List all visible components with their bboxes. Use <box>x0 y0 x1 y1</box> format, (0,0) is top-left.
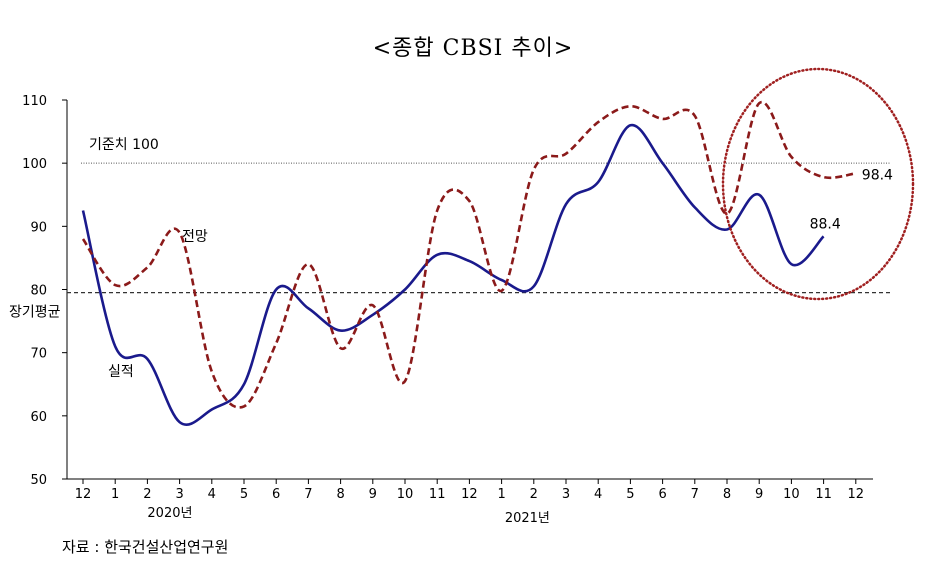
x-tick-label: 2 <box>143 487 151 502</box>
y-tick-label: 60 <box>30 410 47 425</box>
y-tick-label: 80 <box>30 284 47 299</box>
reference-label-average: 장기평균 <box>9 305 61 321</box>
x-tick-label: 7 <box>691 487 699 502</box>
x-tick-label: 3 <box>562 487 570 502</box>
year-label-2021: 2021년 <box>505 511 550 526</box>
data-label-forecast-last: 98.4 <box>862 167 893 183</box>
x-tick-label: 12 <box>75 487 92 502</box>
x-tick-label: 9 <box>755 487 763 502</box>
x-tick-label: 6 <box>658 487 666 502</box>
highlight-circle <box>721 67 915 301</box>
data-label-actual-last: 88.4 <box>810 216 841 232</box>
x-tick-label: 3 <box>175 487 183 502</box>
reference-label-100: 기준치 100 <box>89 137 159 153</box>
x-tick-label: 1 <box>111 487 119 502</box>
x-tick-label: 12 <box>461 487 478 502</box>
series-actual-line <box>81 123 825 426</box>
x-tick-label: 10 <box>783 487 800 502</box>
x-tick-label: 10 <box>397 487 414 502</box>
x-tick-label: 4 <box>208 487 216 502</box>
x-tick-label: 12 <box>848 487 865 502</box>
y-tick-label: 70 <box>30 347 47 362</box>
y-tick-label: 50 <box>30 473 47 488</box>
x-tick-label: 4 <box>594 487 602 502</box>
x-tick-label: 7 <box>304 487 312 502</box>
x-tick-label: 1 <box>497 487 505 502</box>
chart-title: <종합 CBSI 추이> <box>372 36 574 61</box>
x-tick-label: 6 <box>272 487 280 502</box>
year-label-2020: 2020년 <box>147 506 192 521</box>
y-tick-label: 110 <box>22 94 47 109</box>
x-tick-label: 2 <box>530 487 538 502</box>
x-tick-label: 11 <box>429 487 446 502</box>
x-tick-label: 5 <box>626 487 634 502</box>
series-forecast-line <box>81 100 857 409</box>
x-tick-label: 11 <box>815 487 832 502</box>
x-tick-label: 5 <box>240 487 248 502</box>
label-forecast: 전망 <box>182 229 208 245</box>
y-tick-label: 90 <box>30 220 47 235</box>
label-actual: 실적 <box>108 364 134 380</box>
source-note: 자료 : 한국건설산업연구원 <box>62 538 229 556</box>
x-tick-label: 8 <box>336 487 344 502</box>
x-tick-label: 8 <box>723 487 731 502</box>
x-tick-label: 9 <box>369 487 377 502</box>
y-tick-label: 100 <box>22 157 47 172</box>
